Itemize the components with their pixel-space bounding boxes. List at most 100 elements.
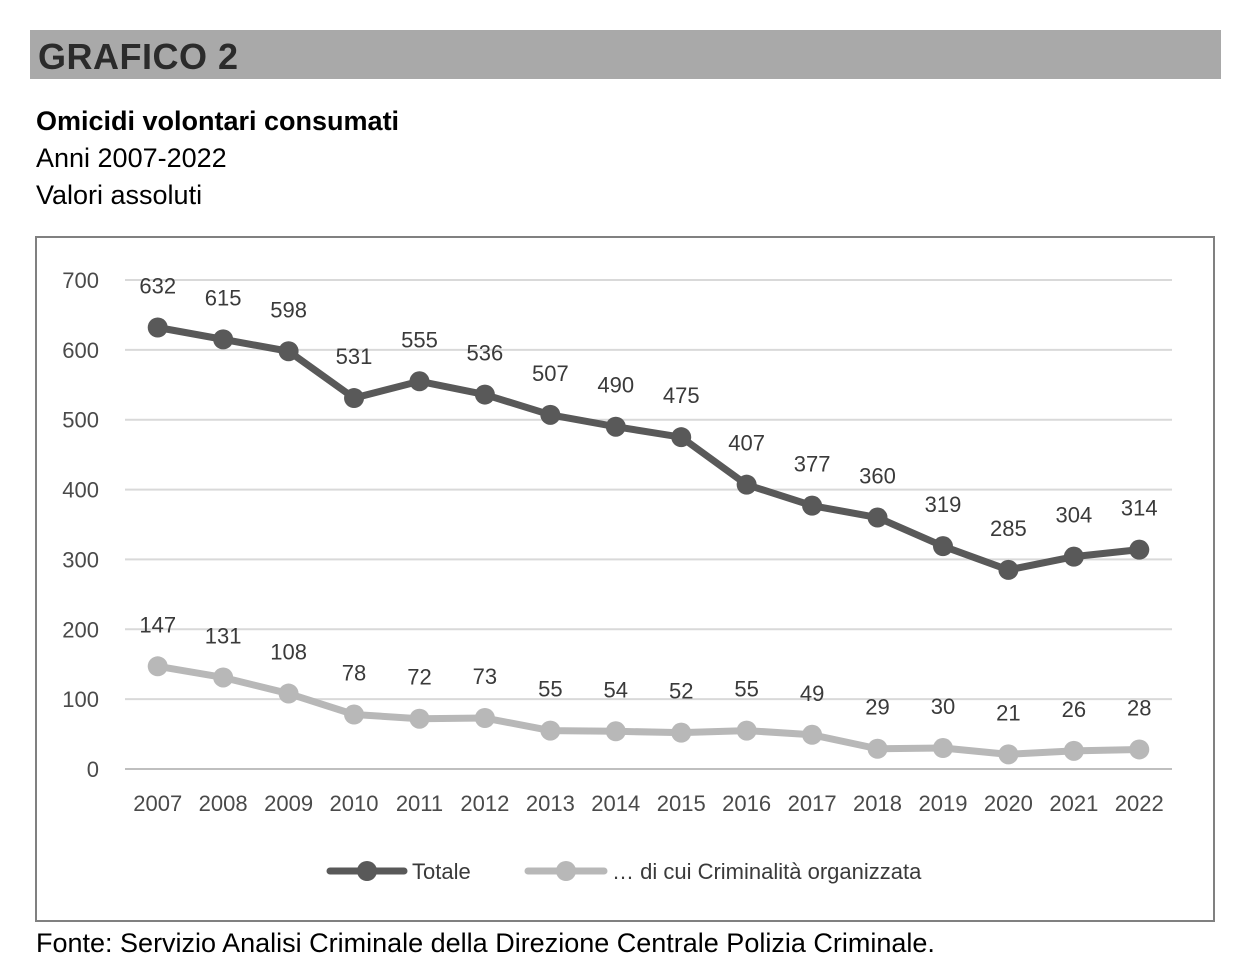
data-point	[213, 329, 234, 350]
chart-banner: GRAFICO 2	[30, 30, 1221, 79]
y-tick-label: 300	[62, 547, 99, 572]
data-point	[998, 744, 1019, 765]
data-point	[409, 371, 430, 392]
data-label: 54	[604, 677, 628, 702]
data-point	[147, 317, 168, 338]
data-label: 73	[473, 664, 497, 689]
data-point	[213, 667, 234, 688]
data-label: 536	[467, 341, 504, 366]
x-tick-label: 2012	[460, 791, 509, 816]
data-label: 28	[1127, 695, 1151, 720]
data-label: 55	[538, 677, 562, 702]
x-tick-label: 2017	[788, 791, 837, 816]
x-tick-label: 2019	[918, 791, 967, 816]
x-tick-label: 2009	[264, 791, 313, 816]
legend-marker-0	[357, 861, 377, 881]
data-label: 131	[205, 623, 242, 648]
data-point	[867, 507, 888, 528]
data-point	[671, 722, 692, 743]
data-point	[932, 536, 953, 557]
x-tick-label: 2008	[199, 791, 248, 816]
data-point	[736, 720, 757, 741]
data-point	[409, 708, 430, 729]
data-label: 360	[859, 464, 896, 489]
data-label: 108	[270, 640, 307, 665]
y-tick-label: 100	[62, 687, 99, 712]
series-line-1	[154, 662, 1143, 758]
data-label: 407	[728, 431, 765, 456]
data-label: 29	[865, 695, 889, 720]
y-axis-ticks: 0 100 200 300 400 500 600 700	[62, 268, 99, 782]
data-label: 377	[794, 452, 831, 477]
series-lines	[147, 317, 1150, 765]
data-label: 304	[1055, 503, 1092, 528]
data-label: 78	[342, 661, 366, 686]
y-tick-label: 700	[62, 268, 99, 293]
data-label: 21	[996, 700, 1020, 725]
data-label: 30	[931, 694, 955, 719]
data-label: 475	[663, 383, 700, 408]
y-tick-label: 600	[62, 338, 99, 363]
data-label: 598	[270, 297, 307, 322]
data-point	[344, 388, 365, 409]
x-tick-label: 2011	[396, 791, 443, 816]
data-label: 507	[532, 361, 569, 386]
x-tick-label: 2020	[984, 791, 1033, 816]
x-tick-label: 2016	[722, 791, 771, 816]
series-line-0	[154, 324, 1143, 574]
x-tick-label: 2013	[526, 791, 575, 816]
data-point	[278, 683, 299, 704]
x-tick-label: 2014	[591, 791, 640, 816]
data-point	[867, 738, 888, 759]
chart-units: Valori assoluti	[36, 180, 203, 210]
data-point	[1063, 546, 1084, 567]
data-point	[474, 384, 495, 405]
legend: Totale … di cui Criminalità organizzata	[326, 859, 922, 884]
data-point	[540, 720, 561, 741]
data-label: 55	[734, 677, 758, 702]
source-note: Fonte: Servizio Analisi Criminale della …	[36, 928, 935, 958]
data-point	[671, 427, 692, 448]
data-label: 319	[925, 492, 962, 517]
data-point	[605, 416, 626, 437]
data-label: 147	[139, 612, 176, 637]
data-point	[1129, 739, 1150, 760]
legend-label-0: Totale	[412, 859, 471, 884]
data-point	[147, 656, 168, 677]
chart-frame	[35, 236, 1215, 922]
data-label: 632	[139, 274, 176, 299]
data-point	[344, 704, 365, 725]
x-tick-label: 2007	[133, 791, 182, 816]
x-tick-label: 2021	[1049, 791, 1098, 816]
data-label: 49	[800, 681, 824, 706]
data-labels: 632 615 598 531 555 536 507 490 475 407 377 360 319 2…	[139, 274, 1157, 726]
data-label: 285	[990, 516, 1027, 541]
data-point	[540, 404, 561, 425]
data-point	[278, 341, 299, 362]
data-point	[1063, 740, 1084, 761]
data-point	[998, 559, 1019, 580]
x-tick-label: 2015	[657, 791, 706, 816]
legend-marker-1	[556, 861, 576, 881]
chart-title: Omicidi volontari consumati	[36, 106, 400, 136]
data-point	[605, 721, 626, 742]
data-label: 26	[1062, 697, 1086, 722]
x-tick-label: 2022	[1115, 791, 1164, 816]
data-point	[932, 738, 953, 759]
data-label: 314	[1121, 496, 1158, 521]
data-label: 52	[669, 679, 693, 704]
legend-label-1: … di cui Criminalità organizzata	[612, 859, 922, 884]
data-point	[736, 474, 757, 495]
data-point	[1129, 539, 1150, 560]
data-label: 615	[205, 285, 242, 310]
data-point	[474, 708, 495, 729]
chart-years: Anni 2007-2022	[36, 143, 227, 173]
data-label: 531	[336, 344, 373, 369]
y-tick-label: 500	[62, 408, 99, 433]
y-tick-label: 0	[87, 757, 99, 782]
x-axis-ticks: 2007 2008 2009 2010 2011 2012 2013 2014 2015 2016…	[133, 791, 1164, 816]
data-point	[802, 724, 823, 745]
y-tick-label: 400	[62, 478, 99, 503]
data-label: 490	[597, 373, 634, 398]
x-tick-label: 2010	[330, 791, 379, 816]
